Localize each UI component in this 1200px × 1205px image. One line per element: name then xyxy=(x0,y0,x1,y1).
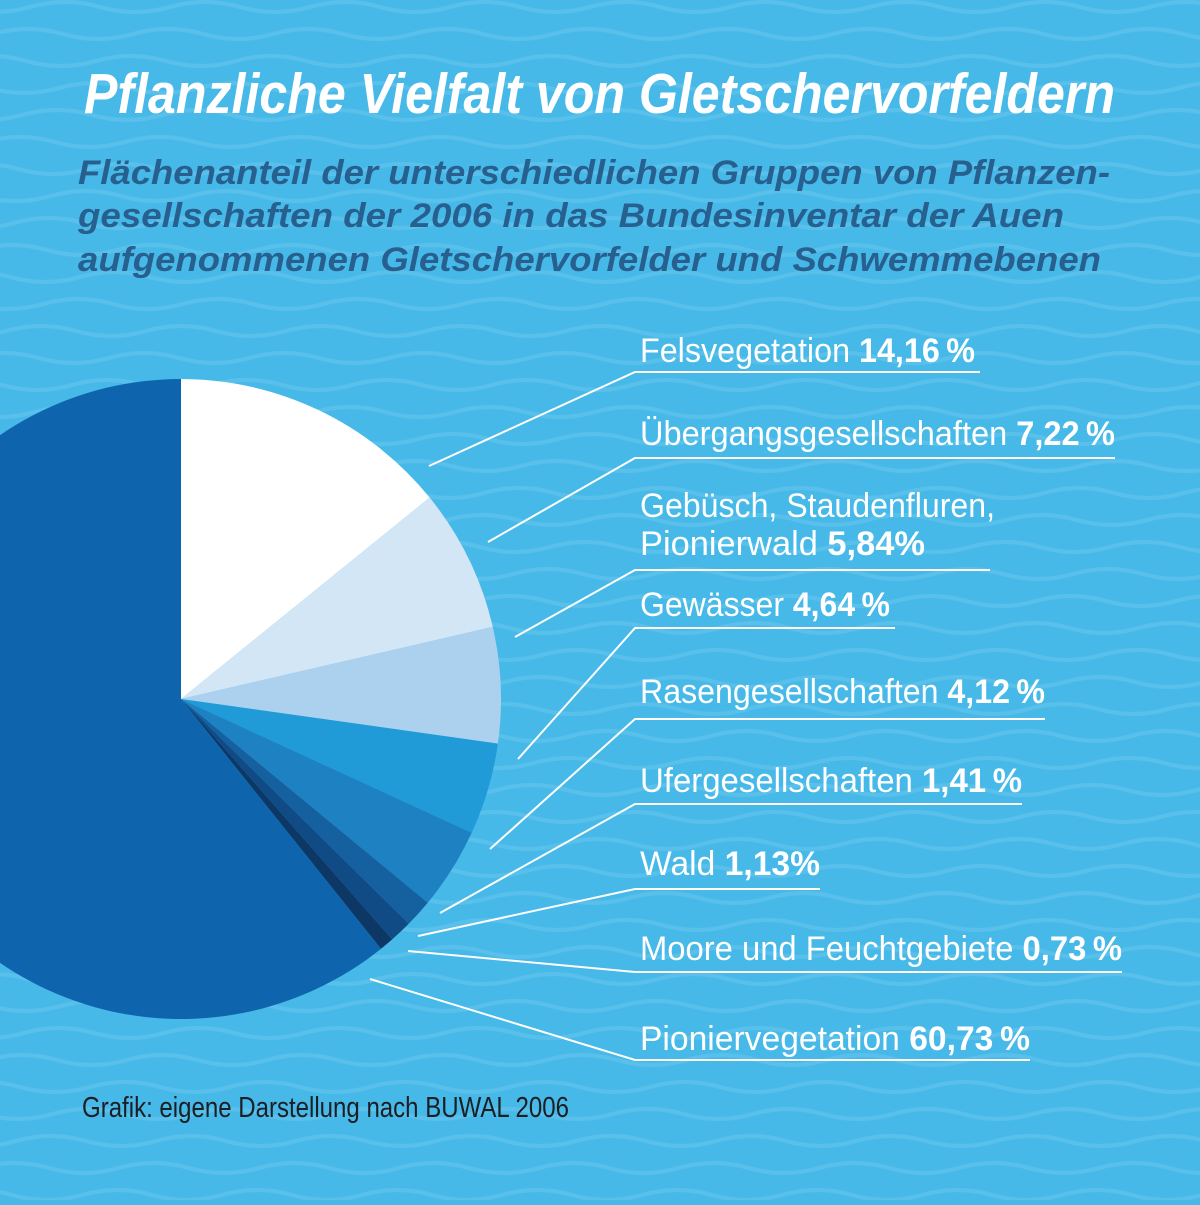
svg-text:Gebüsch, Staudenfluren,: Gebüsch, Staudenfluren, xyxy=(640,487,995,525)
svg-text:Moore und Feuchtgebiete 0,73 %: Moore und Feuchtgebiete 0,73 % xyxy=(640,930,1122,968)
svg-text:Pionierwald 5,84%: Pionierwald 5,84% xyxy=(640,525,925,563)
svg-text:Pflanzliche Vielfalt von Glets: Pflanzliche Vielfalt von Gletschervorfel… xyxy=(84,62,1115,126)
svg-text:Ufergesellschaften 1,41 %: Ufergesellschaften 1,41 % xyxy=(640,762,1022,800)
svg-text:Rasengesellschaften 4,12 %: Rasengesellschaften 4,12 % xyxy=(640,673,1045,711)
svg-text:aufgenommenen Gletschervorfeld: aufgenommenen Gletschervorfelder und Sch… xyxy=(78,241,1101,279)
svg-text:Pioniervegetation 60,73 %: Pioniervegetation 60,73 % xyxy=(640,1020,1030,1058)
svg-text:Grafik: eigene Darstellung nac: Grafik: eigene Darstellung nach BUWAL 20… xyxy=(82,1092,569,1124)
svg-text:Flächenanteil der unterschiedl: Flächenanteil der unterschiedlichen Grup… xyxy=(78,154,1110,192)
svg-text:Übergangsgesellschaften 7,22 %: Übergangsgesellschaften 7,22 % xyxy=(640,415,1115,453)
svg-text:gesellschaften der 2006 in das: gesellschaften der 2006 in das Bundesinv… xyxy=(77,197,1064,235)
svg-text:Wald 1,13%: Wald 1,13% xyxy=(640,845,820,883)
svg-text:Felsvegetation 14,16 %: Felsvegetation 14,16 % xyxy=(640,332,975,370)
svg-text:Gewässer 4,64 %: Gewässer 4,64 % xyxy=(640,586,890,624)
